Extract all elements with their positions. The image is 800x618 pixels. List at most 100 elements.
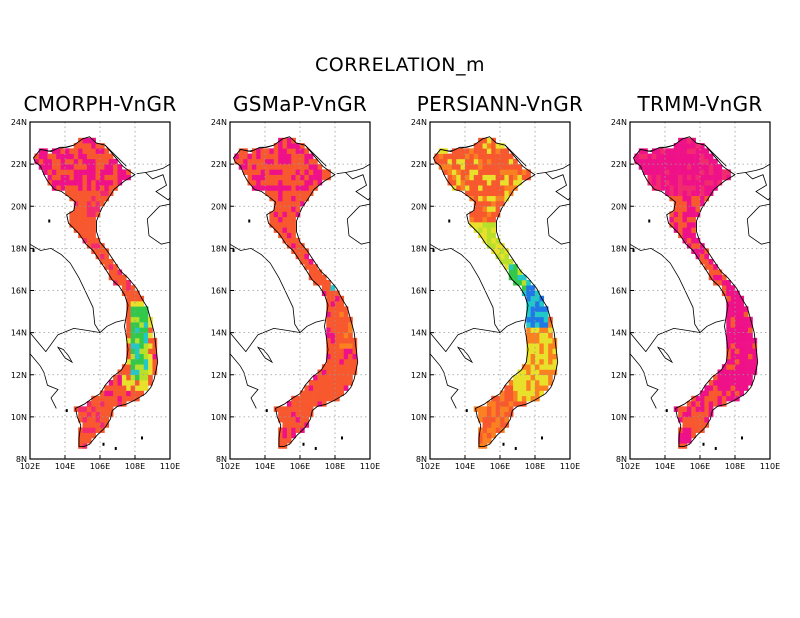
correlation-cell [748, 337, 753, 344]
correlation-cell [82, 179, 88, 186]
correlation-cell [286, 406, 292, 412]
correlation-cell [735, 390, 740, 397]
correlation-cell [291, 416, 296, 423]
correlation-cell [686, 437, 692, 444]
correlation-cell [447, 164, 453, 170]
correlation-cell [100, 185, 105, 191]
correlation-cell [51, 169, 57, 175]
correlation-cell [148, 364, 153, 370]
correlation-cell [317, 174, 323, 181]
correlation-cell [513, 158, 518, 165]
correlation-cell [78, 216, 83, 223]
correlation-cell [100, 153, 105, 160]
correlation-cell [473, 169, 479, 175]
correlation-cell [743, 369, 749, 376]
correlation-cell [135, 327, 140, 333]
correlation-cell [708, 179, 714, 186]
correlation-cell [695, 148, 701, 154]
country-border-line [336, 172, 371, 201]
lat-tick-label: 14N [11, 329, 27, 338]
correlation-cell [313, 380, 318, 386]
correlation-cell [521, 395, 527, 402]
correlation-cell [743, 380, 749, 386]
correlation-cell [291, 153, 296, 160]
correlation-cell [108, 258, 114, 265]
correlation-cell [748, 343, 753, 349]
correlation-cell [117, 385, 123, 391]
correlation-cell [517, 390, 523, 397]
correlation-cell [69, 174, 75, 181]
correlation-cell [665, 153, 670, 160]
correlation-cell [486, 174, 492, 181]
correlation-cell [695, 253, 701, 260]
correlation-cell [651, 164, 657, 170]
correlation-cell [104, 395, 110, 402]
correlation-cell [104, 385, 110, 391]
correlation-cell [148, 332, 153, 339]
correlation-cell [651, 158, 657, 165]
correlation-cell [91, 200, 96, 207]
correlation-cell [295, 416, 301, 423]
correlation-cell [482, 206, 488, 212]
correlation-cell [313, 164, 318, 170]
correlation-cell [95, 174, 101, 181]
correlation-cell [682, 143, 688, 149]
correlation-cell [495, 153, 501, 160]
correlation-cell [539, 332, 545, 339]
correlation-cell [647, 169, 653, 175]
correlation-cell [78, 190, 83, 197]
correlation-cell [247, 174, 253, 181]
country-border-line [536, 172, 571, 201]
correlation-cell [526, 358, 531, 365]
correlation-cell [321, 285, 327, 291]
correlation-cell [548, 343, 553, 349]
correlation-cell [726, 169, 731, 175]
correlation-cell [748, 327, 753, 333]
correlation-cell [482, 148, 488, 154]
correlation-cell [130, 332, 136, 339]
island-mark [302, 442, 305, 446]
correlation-cell [47, 164, 53, 170]
correlation-cell [295, 427, 301, 433]
correlation-cell [100, 195, 105, 202]
correlation-cell [330, 395, 336, 402]
correlation-cell [300, 406, 305, 412]
correlation-cell [69, 169, 75, 175]
correlation-cell [682, 174, 688, 181]
correlation-cell [695, 211, 701, 218]
correlation-cell [317, 179, 323, 186]
correlation-cell [504, 148, 510, 154]
correlation-cell [669, 190, 675, 197]
correlation-cell [682, 232, 688, 239]
correlation-cell [708, 380, 714, 386]
correlation-cell [126, 290, 131, 297]
correlation-cell [139, 364, 145, 370]
correlation-cell [108, 153, 114, 160]
correlation-cell [717, 174, 723, 181]
correlation-cell [682, 432, 688, 439]
correlation-cell [65, 158, 70, 165]
correlation-cell [143, 358, 149, 365]
correlation-cell [108, 174, 114, 181]
correlation-cell [295, 190, 301, 197]
correlation-cell [504, 385, 510, 391]
correlation-cell [130, 322, 136, 328]
correlation-cell [548, 353, 553, 360]
correlation-cell [465, 174, 470, 181]
correlation-cell [121, 380, 127, 386]
correlation-cell [548, 380, 553, 386]
correlation-cell [486, 158, 492, 165]
island-mark [514, 446, 517, 450]
correlation-cell [130, 369, 136, 376]
correlation-cell [713, 164, 718, 170]
correlation-cell [721, 174, 727, 181]
correlation-cell [300, 200, 305, 207]
correlation-cell [478, 185, 483, 191]
correlation-cell [735, 316, 740, 323]
correlation-cell [691, 148, 696, 154]
island-mark [48, 219, 51, 223]
correlation-cell [708, 264, 714, 270]
correlation-cell [295, 243, 301, 249]
correlation-cell [326, 337, 331, 344]
correlation-cell [291, 148, 296, 154]
